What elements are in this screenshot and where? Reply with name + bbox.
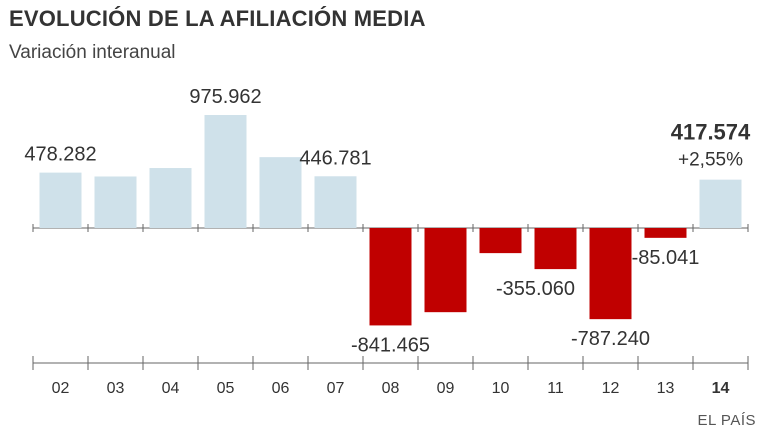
- bar-13: [644, 228, 687, 238]
- bar-06: [259, 157, 302, 228]
- data-label-13: -85.041: [632, 247, 700, 269]
- bar-05: [204, 115, 247, 228]
- bar-03: [94, 176, 137, 228]
- data-label-12: -787.240: [571, 328, 650, 350]
- bar-12: [589, 228, 632, 320]
- data-label-05: 975.962: [189, 86, 261, 108]
- tick-label-07: 07: [327, 380, 345, 397]
- bar-09: [424, 228, 467, 313]
- bar-14: [699, 179, 742, 228]
- tick-label-09: 09: [437, 380, 455, 397]
- tick-label-13: 13: [657, 380, 675, 397]
- data-label-02: 478.282: [24, 144, 96, 166]
- bar-07: [314, 176, 357, 228]
- bar-04: [149, 168, 192, 228]
- tick-label-14: 14: [712, 380, 730, 397]
- tick-label-10: 10: [492, 380, 510, 397]
- data-label-14: 417.574: [671, 120, 751, 145]
- tick-label-03: 03: [107, 380, 125, 397]
- source-credit: EL PAÍS: [697, 412, 756, 429]
- data-label-11: -355.060: [496, 278, 575, 300]
- bar-11: [534, 228, 577, 270]
- bar-02: [39, 172, 82, 228]
- chart-title: EVOLUCIÓN DE LA AFILIACIÓN MEDIA: [9, 6, 426, 31]
- bar-08: [369, 228, 412, 326]
- bar-10: [479, 228, 522, 254]
- data-label-08: -841.465: [351, 334, 430, 356]
- tick-label-08: 08: [382, 380, 400, 397]
- chart-subtitle: Variación interanual: [9, 42, 176, 63]
- tick-label-04: 04: [162, 380, 180, 397]
- highlight-note: +2,55%: [678, 150, 743, 171]
- tick-label-12: 12: [602, 380, 620, 397]
- tick-label-11: 11: [547, 380, 564, 397]
- data-label-07: 446.781: [299, 147, 371, 169]
- tick-label-02: 02: [52, 380, 70, 397]
- tick-label-06: 06: [272, 380, 290, 397]
- tick-label-05: 05: [217, 380, 235, 397]
